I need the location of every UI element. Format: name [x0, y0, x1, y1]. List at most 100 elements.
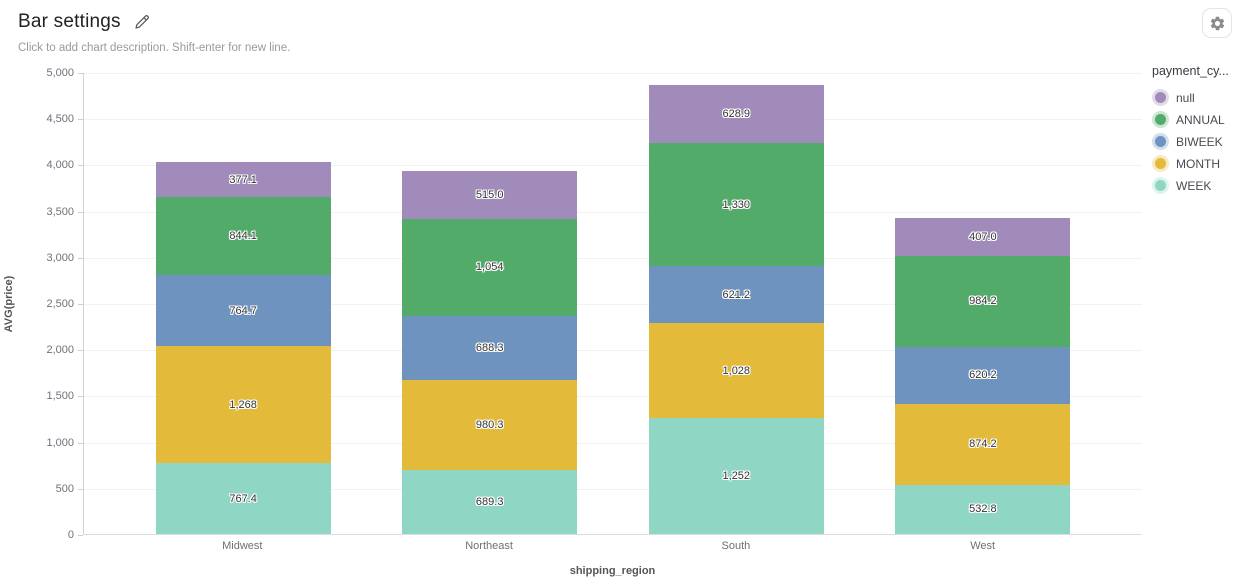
bar-segment-month[interactable]: 874.2 — [895, 404, 1071, 485]
segment-value-label: 984.2 — [969, 295, 997, 308]
gridline — [84, 73, 1142, 74]
bar-northeast[interactable]: 515.0 1,054 688.3 980.3 689.3 — [402, 171, 578, 534]
gridline — [84, 165, 1142, 167]
bar-segment-month[interactable]: 980.3 — [402, 379, 578, 471]
bar-segment-month[interactable]: 1,028 — [648, 323, 824, 419]
y-tick-label: 4,000 — [46, 159, 74, 172]
bar-segment-null[interactable]: 407.0 — [895, 218, 1071, 256]
y-tick-mark — [78, 535, 83, 536]
legend-swatch-icon — [1155, 180, 1166, 191]
legend-swatch-icon — [1155, 92, 1166, 103]
x-axis-title: shipping_region — [569, 565, 656, 577]
y-tick-label: 3,500 — [46, 205, 74, 218]
segment-value-label: 377.1 — [229, 173, 257, 186]
y-tick-label: 5,000 — [46, 67, 74, 79]
bar-segment-week[interactable]: 689.3 — [402, 470, 578, 534]
legend-item-null[interactable]: null — [1152, 89, 1246, 106]
y-tick-label: 2,500 — [46, 298, 74, 310]
y-tick-label: 500 — [55, 482, 74, 495]
legend-item-label: WEEK — [1176, 178, 1212, 193]
bar-segment-biweek[interactable]: 620.2 — [895, 346, 1071, 405]
legend-item-biweek[interactable]: BIWEEK — [1152, 133, 1246, 150]
page-title[interactable]: Bar settings — [18, 11, 121, 32]
bar-segment-biweek[interactable]: 621.2 — [648, 265, 824, 324]
segment-value-label: 407.0 — [969, 230, 997, 243]
segment-value-label: 764.7 — [229, 304, 257, 317]
y-tick-mark — [78, 119, 83, 121]
gridline — [84, 396, 1142, 398]
gridline — [84, 350, 1142, 352]
segment-value-label: 767.4 — [229, 492, 257, 505]
bar-segment-annual[interactable]: 1,054 — [402, 218, 578, 317]
legend: payment_cy... null ANNUAL BIWEEK MONTH WEEK — [1152, 64, 1246, 199]
gridline — [84, 304, 1142, 305]
legend-item-week[interactable]: WEEK — [1152, 177, 1246, 194]
segment-value-label: 1,054 — [475, 261, 504, 274]
y-tick-label: 2,000 — [46, 344, 74, 357]
settings-button[interactable] — [1202, 8, 1232, 38]
bar-midwest[interactable]: 377.1 844.1 764.7 1,268 767.4 — [155, 162, 331, 534]
bar-south[interactable]: 628.9 1,330 621.2 1,028 1,252 — [648, 84, 824, 534]
bar-segment-annual[interactable]: 1,330 — [648, 143, 824, 266]
bar-segment-annual[interactable]: 984.2 — [895, 255, 1071, 347]
bar-segment-biweek[interactable]: 764.7 — [155, 275, 331, 346]
legend-item-label: ANNUAL — [1176, 112, 1225, 127]
bar-segment-null[interactable]: 377.1 — [155, 162, 331, 198]
pencil-icon[interactable] — [133, 13, 151, 31]
legend-item-label: null — [1176, 90, 1195, 105]
legend-item-month[interactable]: MONTH — [1152, 155, 1246, 172]
gridline — [84, 442, 1142, 444]
segment-value-label: 628.9 — [722, 108, 751, 120]
segment-value-label: 532.8 — [969, 503, 997, 516]
segment-value-label: 621.2 — [722, 288, 751, 301]
gridline — [84, 257, 1142, 259]
legend-item-label: BIWEEK — [1176, 134, 1223, 149]
y-tick-mark — [78, 211, 83, 213]
bar-west[interactable]: 407.0 984.2 620.2 874.2 532.8 — [895, 218, 1071, 534]
segment-value-label: 1,330 — [722, 198, 751, 211]
bar-segment-week[interactable]: 532.8 — [895, 484, 1071, 534]
bar-segment-week[interactable]: 767.4 — [155, 463, 331, 534]
x-tick-label: West — [970, 540, 996, 552]
y-tick-mark — [78, 442, 83, 444]
y-tick-label: 1,000 — [46, 436, 74, 449]
x-tick-label: Northeast — [465, 540, 513, 552]
y-axis-ticks: 0 500 1,000 1,500 2,000 2,500 3,000 3,500 4,000 4… — [0, 67, 74, 541]
y-tick-mark — [78, 73, 83, 74]
legend-swatch-icon — [1155, 136, 1166, 147]
plot-area: 377.1 844.1 764.7 1,268 767.4 515.0 1,054 688.3… — [78, 73, 1142, 536]
bar-segment-month[interactable]: 1,268 — [155, 345, 331, 464]
legend-swatch-icon — [1155, 114, 1166, 125]
y-tick-mark — [78, 165, 83, 167]
y-tick-label: 0 — [67, 529, 74, 541]
segment-value-label: 1,028 — [722, 364, 751, 377]
bars-container: 377.1 844.1 764.7 1,268 767.4 515.0 1,054 688.3… — [84, 73, 1142, 534]
gridline — [84, 119, 1142, 121]
segment-value-label: 980.3 — [475, 419, 504, 432]
segment-value-label: 1,252 — [722, 470, 751, 483]
segment-value-label: 1,268 — [229, 398, 257, 411]
segment-value-label: 689.3 — [475, 496, 504, 509]
y-tick-label: 4,500 — [46, 113, 74, 126]
chart-description-placeholder[interactable]: Click to add chart description. Shift-en… — [18, 42, 291, 54]
legend-items: null ANNUAL BIWEEK MONTH WEEK — [1152, 89, 1246, 194]
bar-segment-week[interactable]: 1,252 — [648, 418, 824, 534]
bar-segment-annual[interactable]: 844.1 — [155, 197, 331, 276]
y-tick-mark — [78, 350, 83, 352]
x-tick-label: Midwest — [222, 540, 263, 552]
segment-value-label: 844.1 — [229, 230, 257, 243]
y-tick-label: 1,500 — [46, 390, 74, 403]
bar-segment-null[interactable]: 628.9 — [648, 84, 824, 144]
y-tick-mark — [78, 488, 83, 490]
legend-swatch-icon — [1155, 158, 1166, 169]
y-tick-label: 3,000 — [46, 251, 74, 264]
x-tick-label: South — [721, 540, 751, 552]
bar-segment-null[interactable]: 515.0 — [402, 171, 578, 219]
gridline — [84, 211, 1142, 213]
y-tick-mark — [78, 396, 83, 398]
legend-title: payment_cy... — [1152, 64, 1229, 78]
bar-segment-biweek[interactable]: 688.3 — [402, 316, 578, 380]
segment-value-label: 620.2 — [969, 369, 997, 382]
legend-item-annual[interactable]: ANNUAL — [1152, 111, 1246, 128]
segment-value-label: 874.2 — [969, 438, 997, 451]
